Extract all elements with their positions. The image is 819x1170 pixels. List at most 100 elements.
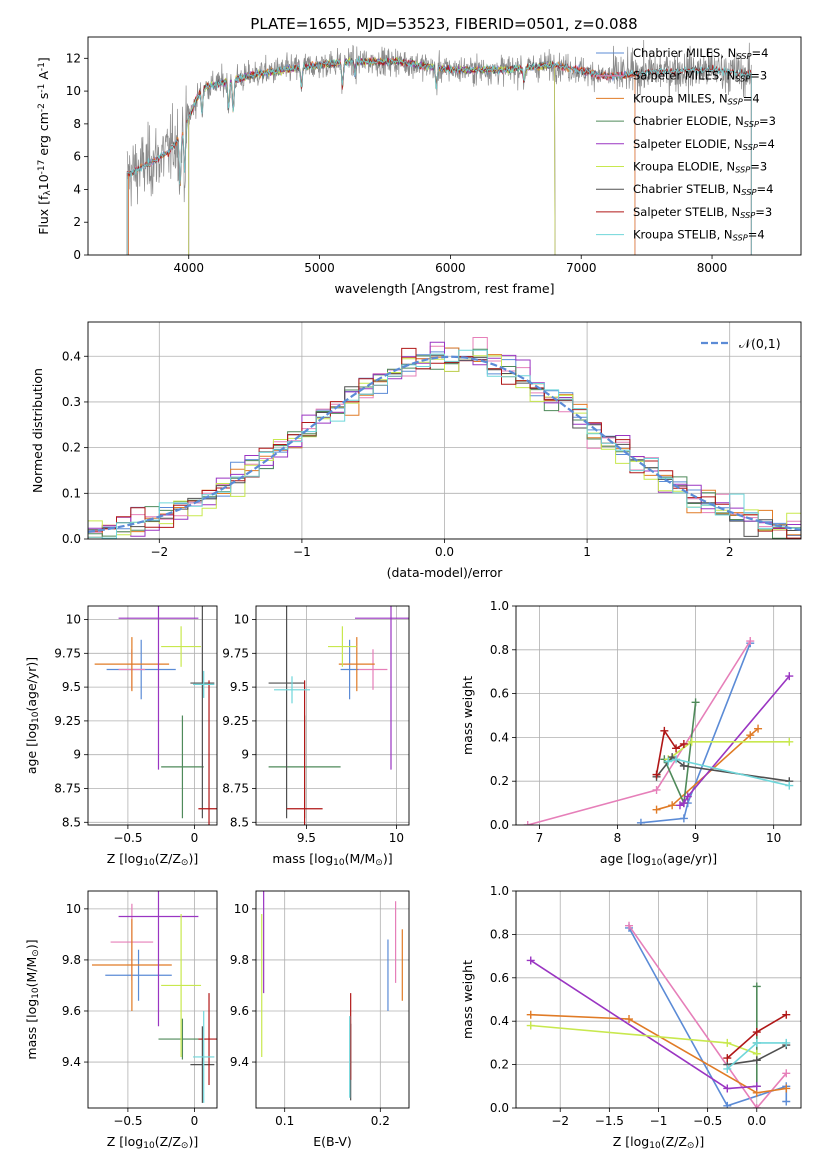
y-tick-label: 9.5 [230, 680, 249, 694]
y-tick-label: 0.2 [490, 1058, 509, 1072]
y-axis-label: Flux [fλ10-17 erg cm-2 s-1 A-1] [36, 57, 53, 235]
x-tick-label: 6000 [435, 261, 466, 275]
x-tick-label: 5000 [304, 261, 335, 275]
y-tick-label: 10 [66, 613, 81, 627]
x-axis-label: (data-model)/error [387, 565, 504, 580]
plot-area-residuals [88, 322, 801, 539]
x-axis-label: E(B-V) [313, 1134, 352, 1149]
legend-label: Kroupa MILES, NSSP=4 [633, 91, 760, 106]
y-tick-label: 8 [73, 117, 81, 131]
x-tick-label: 9.5 [297, 831, 316, 845]
panel-z-age: −0.5 0 8.5 8.75 9 9.25 9.5 9.75 10 Z [log10(Z/Z⊙)… [24, 605, 218, 868]
axes-frame [255, 890, 410, 1109]
y-tick-label: 6 [73, 150, 81, 164]
axes-frame [87, 890, 218, 1109]
weight-marker [652, 770, 661, 779]
x-tick-label: 8 [614, 831, 622, 845]
x-tick-label: 4000 [173, 261, 204, 275]
x-axis-label: Z [log10(Z/Z⊙)] [107, 851, 198, 868]
weight-marker [785, 672, 794, 681]
y-tick-label: 0.8 [490, 643, 509, 657]
weight-marker [683, 792, 692, 801]
y-tick-label: 9.25 [222, 714, 249, 728]
axes-frame [87, 36, 802, 256]
x-axis-label: wavelength [Angstrom, rest frame] [334, 281, 554, 296]
x-tick-label: −1 [293, 545, 311, 559]
weight-marker [752, 1028, 761, 1037]
y-tick-label: 0 [73, 248, 81, 262]
weight-marker [754, 724, 763, 733]
panel-z-weight: −2 −1.5 −1 −0.5 0.0 0.0 0.2 0.4 0.6 0.8 1.0 Z [log1… [460, 884, 802, 1151]
weight-marker [785, 737, 794, 746]
plot-area-spectrum [126, 39, 752, 255]
x-tick-label: 0.0 [435, 545, 454, 559]
weight-marker [782, 1010, 791, 1019]
x-tick-label: −2 [150, 545, 168, 559]
weight-marker [526, 956, 535, 965]
y-tick-label: 9.8 [230, 953, 249, 967]
x-tick-label: 10 [766, 831, 781, 845]
x-tick-label: 2 [726, 545, 734, 559]
y-tick-label: 0.6 [490, 687, 509, 701]
y-axis-label: Normed distribution [30, 368, 45, 493]
y-tick-label: 0.0 [62, 532, 81, 546]
axes-frame [515, 890, 802, 1109]
weight-marker [752, 982, 761, 991]
gaussian-curve [88, 355, 801, 533]
x-axis-label: mass [log10(M/M⊙)] [272, 851, 392, 868]
y-axis-label: mass weight [460, 676, 475, 755]
y-tick-label: 0.2 [62, 441, 81, 455]
y-tick-label: 9.4 [62, 1055, 81, 1069]
y-tick-label: 10 [66, 84, 81, 98]
axes-frame [87, 605, 218, 826]
y-tick-label: 0.3 [62, 395, 81, 409]
y-tick-label: 9.75 [54, 646, 81, 660]
weight-line [628, 925, 787, 1108]
weight-marker [782, 1097, 791, 1106]
y-tick-label: 0.0 [490, 1101, 509, 1115]
weight-marker [691, 698, 700, 707]
axes-frame [515, 605, 802, 826]
y-tick-label: 9.6 [62, 1004, 81, 1018]
weight-line [679, 675, 790, 806]
y-tick-label: 8.75 [54, 782, 81, 796]
y-tick-label: 10 [234, 902, 249, 916]
weight-marker [746, 637, 755, 646]
y-axis-label: mass [log10(M/M⊙)] [24, 939, 41, 1059]
y-tick-label: 0.4 [490, 730, 509, 744]
weight-marker [664, 757, 673, 766]
plot-area-age-weight [516, 606, 801, 825]
x-tick-label: 0.1 [275, 1114, 294, 1128]
legend-label: Kroupa ELODIE, NSSP=3 [633, 160, 767, 175]
plot-area-z-weight [516, 891, 801, 1108]
weight-marker [723, 1054, 732, 1063]
weight-marker [672, 744, 681, 753]
panel-z-mass: −0.5 0 9.4 9.6 9.8 10 Z [log10(Z/Z⊙)] mass [log… [24, 890, 218, 1151]
x-tick-label: 10 [389, 831, 404, 845]
weight-marker [625, 921, 634, 930]
weight-marker [668, 801, 677, 810]
weight-marker [752, 1038, 761, 1047]
weight-marker [625, 1015, 634, 1024]
y-tick-label: 9.6 [230, 1004, 249, 1018]
y-tick-label: 10 [234, 613, 249, 627]
y-tick-label: 4 [73, 182, 81, 196]
y-tick-label: 0.1 [62, 486, 81, 500]
weight-line [530, 1013, 787, 1094]
y-tick-label: 0.8 [490, 927, 509, 941]
y-tick-label: 0.2 [490, 774, 509, 788]
y-tick-label: 2 [73, 215, 81, 229]
weight-marker [782, 1084, 791, 1093]
figure-title: PLATE=1655, MJD=53523, FIBERID=0501, z=0… [250, 15, 637, 33]
y-tick-label: 9 [73, 748, 81, 762]
model-spectrum-line [188, 56, 556, 255]
weight-marker [526, 1010, 535, 1019]
y-tick-label: 0.6 [490, 971, 509, 985]
weight-marker [785, 781, 794, 790]
weight-marker [723, 1064, 732, 1073]
x-tick-label: 7000 [566, 261, 597, 275]
y-tick-label: 8.5 [62, 815, 81, 829]
weight-marker [752, 1104, 761, 1108]
weight-marker [752, 1082, 761, 1091]
